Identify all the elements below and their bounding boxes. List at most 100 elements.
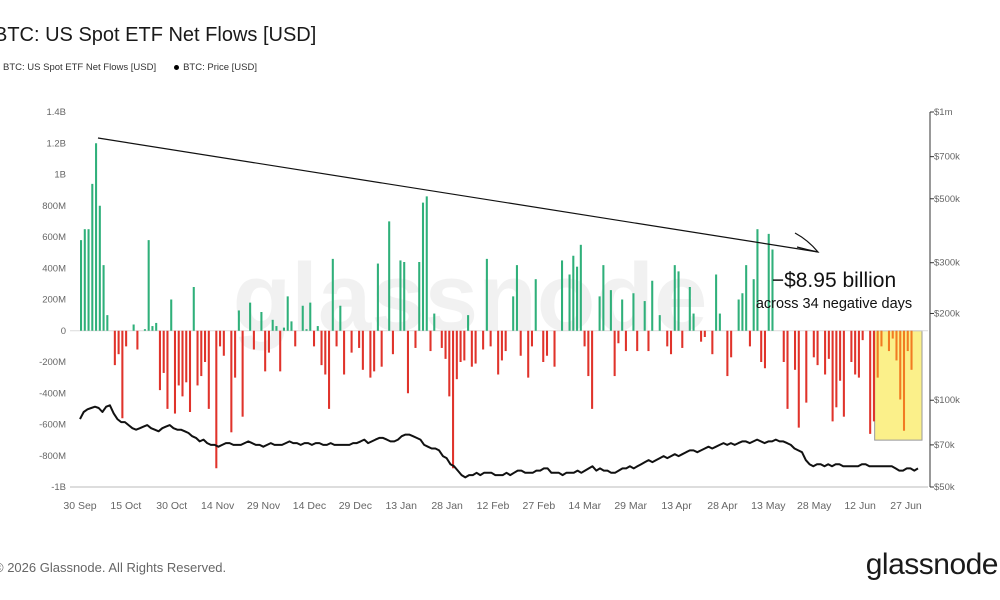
y-right-tick-label: $500k — [934, 194, 960, 205]
annotation-total: −$8.95 billion — [772, 269, 896, 292]
inflow-bar — [579, 244, 582, 331]
inflow-bar — [331, 258, 334, 331]
inflow-bar — [651, 280, 654, 331]
outflow-bar — [264, 330, 267, 372]
annotation-subtitle: across 34 negative days — [756, 296, 912, 312]
inflow-bar — [534, 279, 537, 331]
inflow-bar — [602, 265, 605, 331]
outflow-bar — [429, 330, 432, 352]
outflow-bar — [215, 330, 218, 469]
x-tick-label: 28 Jan — [431, 500, 463, 512]
inflow-bar — [572, 255, 575, 331]
inflow-bar — [715, 274, 718, 331]
outflow-bar — [891, 330, 894, 339]
inflow-bar — [155, 322, 158, 331]
outflow-bar — [482, 330, 485, 350]
x-tick-label: 27 Jun — [890, 500, 922, 512]
outflow-bar — [113, 330, 116, 366]
inflow-bar — [388, 221, 391, 331]
inflow-bar — [771, 249, 774, 331]
inflow-bar — [151, 326, 154, 331]
outflow-bar — [343, 330, 346, 375]
inflow-bar — [658, 315, 661, 331]
y-left-tick-label: 600M — [42, 232, 66, 243]
outflow-bar — [805, 330, 808, 403]
outflow-bar — [158, 330, 161, 391]
inflow-bar — [260, 312, 263, 331]
inflow-bar — [102, 265, 105, 331]
y-left-tick-label: 200M — [42, 295, 66, 306]
outflow-bar — [906, 330, 909, 352]
inflow-bar — [249, 302, 252, 331]
x-tick-label: 14 Mar — [568, 500, 601, 512]
highlight-box — [874, 330, 923, 441]
inflow-bar — [237, 310, 240, 331]
y-left-tick-label: 1.4B — [46, 107, 66, 118]
inflow-bar — [147, 240, 150, 331]
x-tick-label: 30 Oct — [156, 500, 187, 512]
outflow-bar — [497, 330, 500, 375]
outflow-bar — [842, 330, 845, 417]
inflow-bar — [568, 274, 571, 331]
outflow-bar — [617, 330, 620, 344]
price-line — [79, 404, 919, 479]
outflow-bar — [730, 330, 733, 358]
outflow-bar — [455, 330, 458, 380]
outflow-bar — [136, 330, 139, 350]
x-tick-label: 13 May — [751, 500, 786, 512]
outflow-bar — [173, 330, 177, 414]
outflow-bar — [703, 330, 706, 337]
y-left-tick-label: -600M — [39, 420, 66, 431]
legend-item-price[interactable]: BTC: Price [USD] — [174, 62, 257, 73]
outflow-bar — [320, 330, 323, 366]
outflow-bar — [876, 330, 879, 378]
y-right-tick-label: $1m — [934, 107, 953, 118]
inflow-bar — [339, 305, 342, 331]
outflow-bar — [857, 330, 860, 378]
outflow-bar — [887, 330, 891, 352]
trend-line — [97, 137, 819, 253]
inflow-bar — [95, 143, 98, 331]
outflow-bar — [234, 330, 237, 378]
outflow-bar — [760, 330, 763, 362]
legend-item-flows[interactable]: BTC: US Spot ETF Net Flows [USD] — [0, 62, 156, 73]
outflow-bar — [452, 330, 455, 469]
inflow-bar — [192, 287, 195, 331]
outflow-bar — [861, 330, 864, 341]
inflow-bar — [512, 296, 515, 331]
inflow-bar — [756, 229, 759, 331]
outflow-bar — [294, 330, 297, 347]
outflow-bar — [125, 330, 128, 347]
y-left-tick-label: -400M — [39, 388, 66, 399]
outflow-bar — [542, 330, 545, 362]
inflow-bar — [305, 329, 308, 331]
outflow-bar — [786, 330, 789, 409]
copyright-footer: © 2026 Glassnode. All Rights Reserved. — [0, 560, 227, 575]
outflow-bar — [328, 330, 331, 409]
outflow-bar — [797, 330, 800, 428]
y-right-tick-label: $700k — [934, 152, 960, 163]
outflow-bar — [748, 330, 751, 347]
outflow-bar — [636, 330, 639, 352]
outflow-bar — [380, 330, 383, 367]
outflow-bar — [181, 330, 184, 397]
outflow-bar — [624, 330, 627, 352]
outflow-bar — [222, 330, 225, 356]
price-line-layer — [79, 404, 919, 479]
outflow-bar — [474, 330, 477, 364]
outflow-bar — [763, 330, 766, 369]
inflow-bar — [399, 260, 402, 331]
inflow-bar — [83, 229, 86, 331]
outflow-bar — [613, 330, 616, 377]
outflow-bar — [899, 330, 902, 400]
outflow-bar — [361, 330, 364, 370]
outflow-bar — [463, 330, 466, 361]
y-right-tick-label: $100k — [934, 395, 960, 406]
x-tick-label: 14 Nov — [201, 500, 235, 512]
inflow-bar — [767, 233, 770, 331]
y-right-tick-label: $50k — [934, 482, 955, 493]
outflow-bar — [666, 330, 669, 347]
inflow-bar — [467, 315, 470, 331]
outflow-bar — [448, 330, 451, 397]
outflow-bar — [166, 330, 169, 409]
